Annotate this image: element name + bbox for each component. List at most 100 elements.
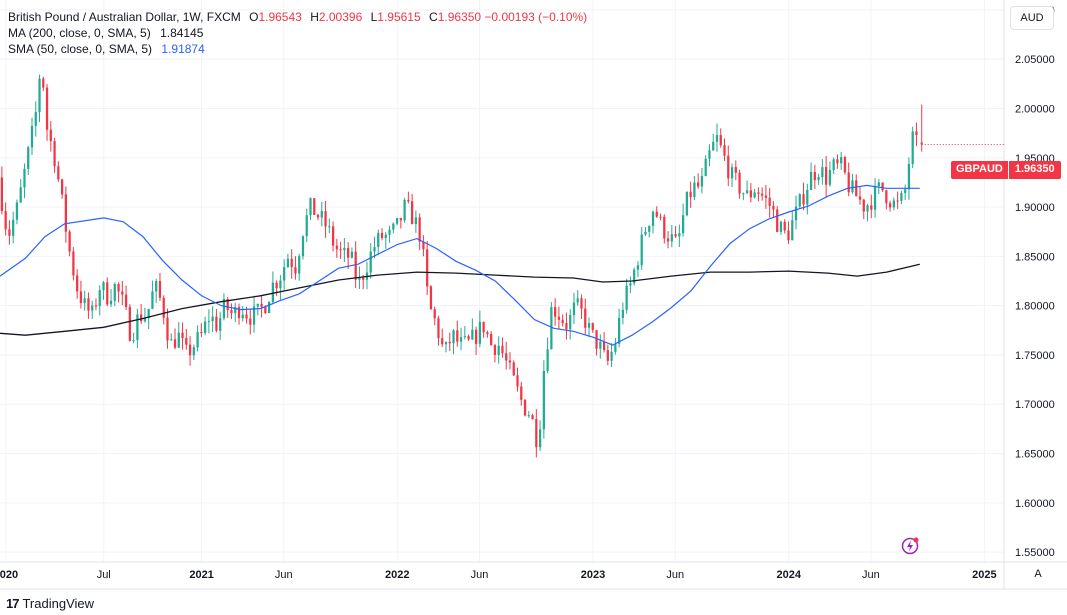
candle-body bbox=[350, 251, 354, 258]
auto-scale-button[interactable]: A bbox=[1034, 568, 1042, 580]
candle-body bbox=[678, 233, 681, 237]
candle-body bbox=[132, 339, 135, 341]
candle-body bbox=[358, 277, 361, 280]
candle-body bbox=[505, 353, 508, 361]
candle-body bbox=[599, 341, 602, 349]
candle-body bbox=[523, 399, 527, 416]
candle-body bbox=[697, 182, 700, 187]
candle-body bbox=[109, 300, 113, 305]
candle-body bbox=[794, 206, 798, 221]
candle-body bbox=[403, 199, 406, 221]
candle-body bbox=[832, 159, 835, 170]
candle-body bbox=[651, 211, 655, 226]
candle-body bbox=[121, 291, 124, 295]
candle-body bbox=[900, 192, 903, 201]
tradingview-logo[interactable]: 17 TradingView bbox=[6, 596, 94, 611]
candle-body bbox=[542, 370, 545, 430]
candle-body bbox=[531, 415, 534, 420]
currency-button[interactable]: AUD bbox=[1010, 6, 1054, 30]
y-tick-label: 2.05000 bbox=[1015, 54, 1055, 66]
candle-body bbox=[516, 375, 519, 387]
candle-body bbox=[561, 319, 564, 324]
candle-body bbox=[286, 258, 290, 268]
candle-body bbox=[508, 360, 512, 363]
candle-body bbox=[294, 267, 297, 274]
candle-body bbox=[757, 192, 760, 194]
candle-body bbox=[809, 172, 813, 190]
candle-body bbox=[474, 329, 478, 344]
candle-body bbox=[8, 229, 11, 236]
candle-body bbox=[730, 167, 734, 179]
candle-body bbox=[113, 284, 116, 301]
x-tick-label: Jun bbox=[862, 569, 880, 581]
candle-body bbox=[640, 234, 643, 266]
candle-body bbox=[580, 298, 583, 309]
y-tick-label: 1.60000 bbox=[1015, 498, 1055, 510]
candle-body bbox=[602, 341, 606, 351]
lightning-icon[interactable] bbox=[901, 537, 919, 555]
candle-body bbox=[305, 215, 308, 237]
legend-o-label: O bbox=[249, 10, 259, 24]
candle-body bbox=[870, 205, 873, 210]
legend-sma50-value: 1.91874 bbox=[161, 42, 205, 56]
candle-body bbox=[57, 166, 60, 180]
candle-body bbox=[535, 419, 538, 448]
candle-body bbox=[655, 211, 658, 217]
candle-body bbox=[245, 314, 248, 319]
candle-body bbox=[15, 202, 19, 220]
candle-body bbox=[87, 298, 90, 311]
x-tick-label: Jul bbox=[97, 569, 111, 581]
y-tick-label: 1.75000 bbox=[1015, 350, 1055, 362]
chart-legend: British Pound / Australian Dollar, 1W, F… bbox=[8, 9, 587, 57]
candle-body bbox=[467, 336, 470, 340]
candle-body bbox=[0, 177, 4, 212]
candle-body bbox=[399, 218, 402, 221]
price-tag-symbol: GBPAUD bbox=[951, 161, 1008, 179]
candle-body bbox=[45, 87, 49, 130]
candle-body bbox=[429, 286, 433, 310]
candle-body bbox=[426, 249, 429, 287]
candle-body bbox=[418, 217, 421, 242]
candle-body bbox=[719, 135, 722, 146]
candle-body bbox=[745, 190, 749, 194]
candle-body bbox=[907, 163, 911, 190]
candle-body bbox=[636, 265, 640, 270]
candle-body bbox=[565, 323, 568, 330]
candle-body bbox=[877, 182, 880, 187]
legend-sma50-row[interactable]: SMA (50, close, 0, SMA, 5) 1.91874 bbox=[8, 41, 587, 57]
candle-body bbox=[776, 209, 779, 232]
legend-ma200-label: MA (200, close, 0, SMA, 5) bbox=[8, 26, 151, 40]
x-tick-label: 2023 bbox=[581, 569, 605, 581]
candle-body bbox=[802, 194, 805, 205]
candle-body bbox=[380, 232, 384, 239]
candle-body bbox=[158, 281, 162, 298]
candle-body bbox=[309, 198, 312, 216]
candle-body bbox=[768, 197, 771, 206]
candle-body bbox=[249, 318, 252, 325]
candle-body bbox=[252, 306, 256, 325]
legend-l-value: 1.95615 bbox=[377, 10, 421, 24]
candle-body bbox=[806, 189, 809, 205]
candle-body bbox=[437, 318, 440, 339]
candle-body bbox=[704, 158, 707, 177]
candle-body bbox=[290, 258, 293, 268]
candle-body bbox=[836, 159, 839, 164]
legend-ma200-row[interactable]: MA (200, close, 0, SMA, 5) 1.84145 bbox=[8, 25, 587, 41]
candle-body bbox=[328, 226, 331, 228]
x-tick-label: 2022 bbox=[385, 569, 409, 581]
candle-body bbox=[648, 225, 651, 232]
candle-body bbox=[840, 157, 843, 164]
y-tick-label: 1.55000 bbox=[1015, 547, 1055, 559]
candle-body bbox=[550, 307, 553, 350]
candle-body bbox=[151, 291, 154, 309]
candle-body bbox=[283, 267, 286, 281]
candle-body bbox=[72, 251, 75, 276]
candle-body bbox=[373, 246, 376, 252]
candle-body bbox=[226, 299, 229, 311]
candle-body bbox=[343, 248, 346, 251]
x-tick-label: 2021 bbox=[189, 569, 213, 581]
candle-body bbox=[188, 344, 192, 356]
candle-body bbox=[817, 177, 820, 181]
candle-body bbox=[821, 167, 824, 178]
